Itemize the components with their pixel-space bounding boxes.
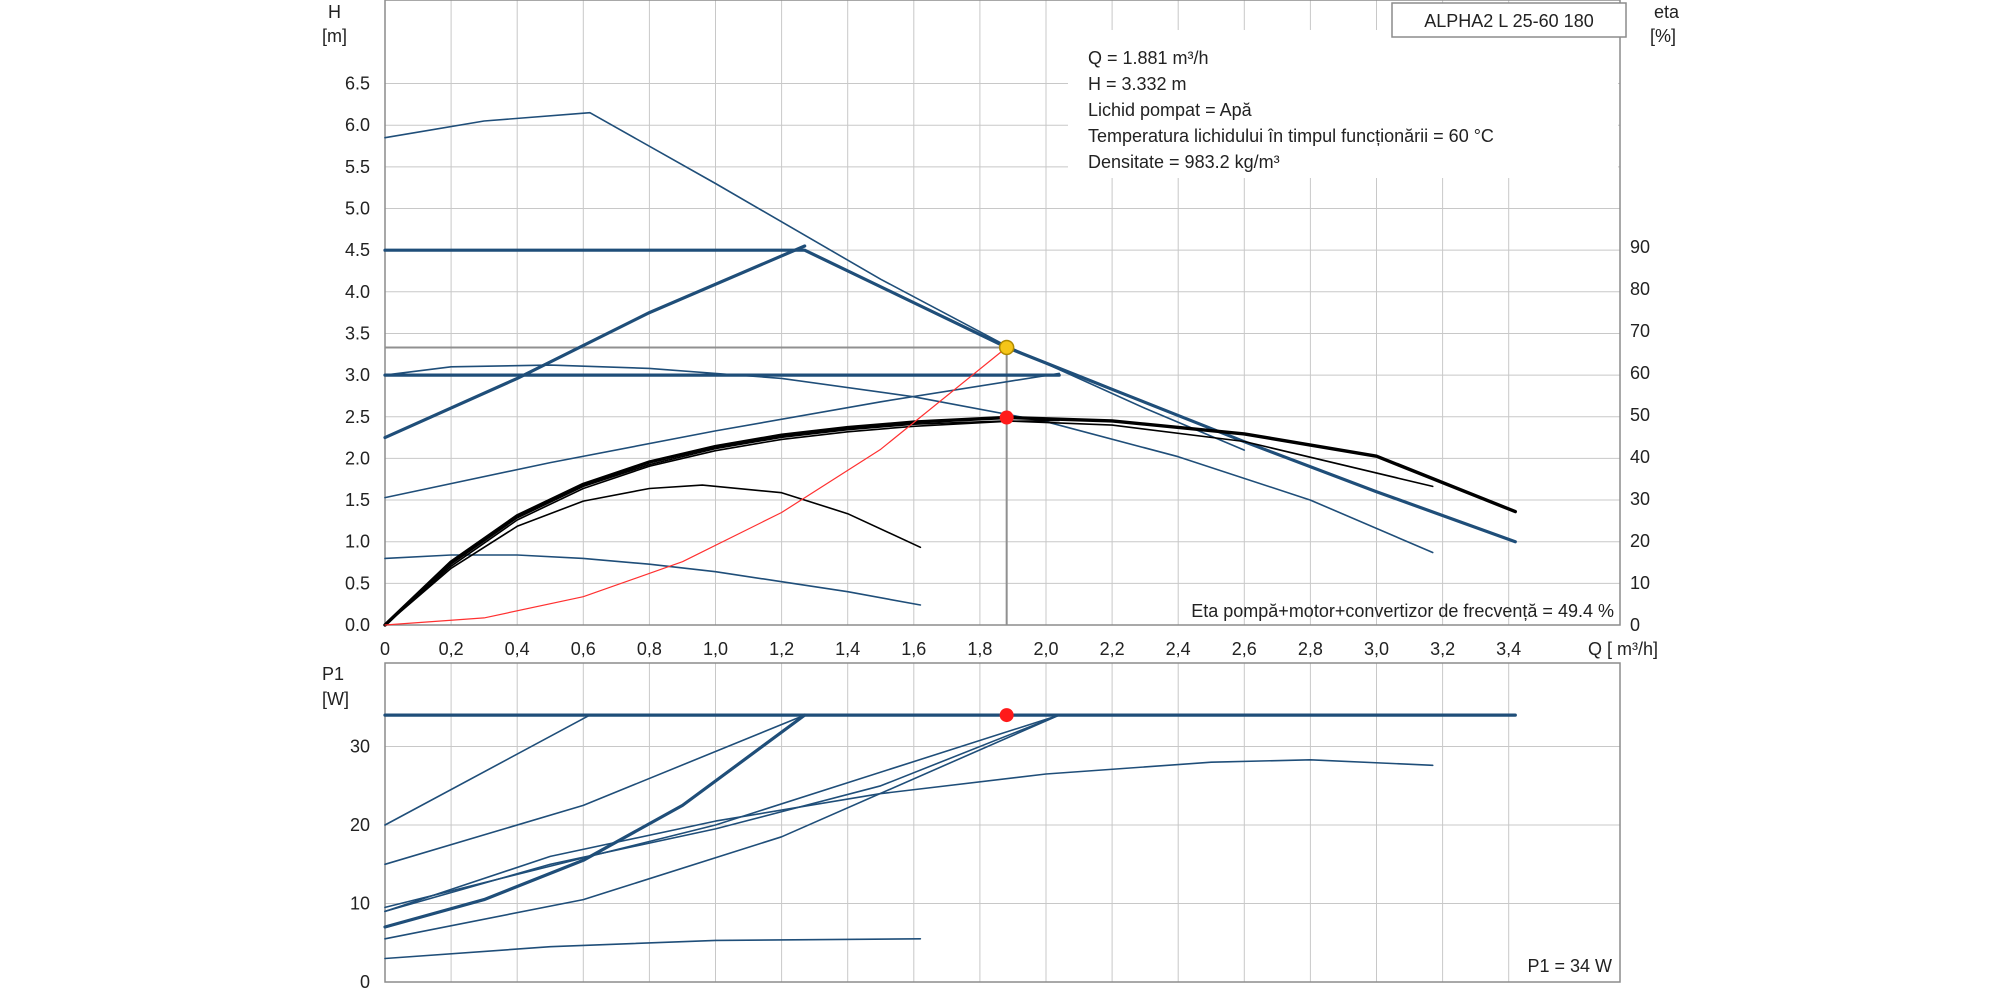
y2-tick-label: 10 <box>1630 573 1650 593</box>
system-curve <box>384 346 1008 626</box>
model-label: ALPHA2 L 25-60 180 <box>1424 11 1593 31</box>
y-tick-label: 2.5 <box>345 407 370 427</box>
x-tick-label: 0 <box>380 639 390 659</box>
x-tick-label: 1,4 <box>835 639 860 659</box>
operating-info-line: Temperatura lichidului în timpul funcțio… <box>1088 126 1494 146</box>
x-tick-label: 1,0 <box>703 639 728 659</box>
power-point-marker <box>999 708 1014 723</box>
info-text-box <box>1068 30 1618 178</box>
y2-tick-label: 20 <box>1630 531 1650 551</box>
x-tick-label: 2,2 <box>1100 639 1125 659</box>
power-axis-unit: [W] <box>322 689 349 709</box>
power-curves <box>383 713 1517 960</box>
head-panel-frame <box>384 0 1621 626</box>
flow-axis-title: Q [ m³/h] <box>1588 639 1658 659</box>
power-curve <box>384 714 806 826</box>
power-curve <box>384 714 1060 940</box>
power-y-tick-label: 30 <box>350 737 370 757</box>
efficiency-point-marker <box>999 410 1014 425</box>
head-curve <box>384 554 922 606</box>
y2-tick-label: 70 <box>1630 321 1650 341</box>
y-tick-label: 6.0 <box>345 115 370 135</box>
y-tick-label: 2.0 <box>345 448 370 468</box>
power-curve <box>384 759 1434 913</box>
power-axis-title: P1 <box>322 664 344 684</box>
x-tick-label: 3,4 <box>1496 639 1521 659</box>
operating-info-line: Densitate = 983.2 kg/m³ <box>1088 152 1280 172</box>
efficiency-curve <box>383 415 1517 627</box>
x-tick-label: 2,4 <box>1166 639 1191 659</box>
efficiency-label: Eta pompă+motor+convertizor de frecvență… <box>1191 601 1614 621</box>
power-curve <box>384 938 922 960</box>
x-tick-label: 3,0 <box>1364 639 1389 659</box>
y2-tick-label: 30 <box>1630 489 1650 509</box>
power-curve <box>384 714 806 866</box>
x-tick-label: 2,6 <box>1232 639 1257 659</box>
head-curve <box>383 244 807 440</box>
y-tick-label: 4.5 <box>345 240 370 260</box>
y-tick-label: 3.0 <box>345 365 370 385</box>
y-tick-label: 6.5 <box>345 74 370 94</box>
power-label: P1 = 34 W <box>1527 956 1612 976</box>
y2-tick-label: 60 <box>1630 363 1650 383</box>
eta-axis-unit: [%] <box>1650 26 1676 46</box>
y2-tick-label: 90 <box>1630 237 1650 257</box>
y-tick-label: 1.0 <box>345 532 370 552</box>
operating-info-line: H = 3.332 m <box>1088 74 1187 94</box>
power-panel-frame <box>384 662 1621 983</box>
power-y-tick-label: 10 <box>350 894 370 914</box>
x-tick-label: 2,0 <box>1033 639 1058 659</box>
efficiency-curve <box>384 420 1434 626</box>
x-tick-label: 3,2 <box>1430 639 1455 659</box>
power-curve <box>384 714 1060 913</box>
operating-info-line: Lichid pompat = Apă <box>1088 100 1253 120</box>
head-curve <box>384 111 1246 451</box>
model-label-box <box>1391 2 1627 38</box>
y2-tick-label: 50 <box>1630 405 1650 425</box>
y2-tick-label: 80 <box>1630 279 1650 299</box>
y-tick-label: 1.5 <box>345 490 370 510</box>
y-tick-label: 5.0 <box>345 199 370 219</box>
efficiency-curve <box>384 419 1060 626</box>
y2-tick-label: 40 <box>1630 447 1650 467</box>
y-tick-label: 0.5 <box>345 573 370 593</box>
y-tick-label: 3.5 <box>345 323 370 343</box>
y-tick-label: 0.0 <box>345 615 370 635</box>
head-curve <box>384 364 1434 554</box>
head-axis-unit: [m] <box>322 26 347 46</box>
head-curves <box>383 111 1517 627</box>
head-axis-title: H <box>328 2 341 22</box>
power-curve <box>383 713 807 929</box>
x-tick-label: 1,2 <box>769 639 794 659</box>
head-curve <box>384 372 1060 499</box>
x-tick-label: 0,2 <box>439 639 464 659</box>
x-tick-label: 0,6 <box>571 639 596 659</box>
eta-axis-title: eta <box>1654 2 1680 22</box>
operating-info-line: Q = 1.881 m³/h <box>1088 48 1209 68</box>
x-tick-label: 2,8 <box>1298 639 1323 659</box>
power-y-tick-label: 20 <box>350 815 370 835</box>
y-tick-label: 4.0 <box>345 282 370 302</box>
x-tick-label: 0,8 <box>637 639 662 659</box>
head-curve <box>383 248 1517 544</box>
power-y-tick-label: 0 <box>360 972 370 992</box>
efficiency-curve <box>384 484 922 626</box>
x-tick-label: 1,6 <box>901 639 926 659</box>
duty-point-marker <box>998 339 1015 356</box>
y-tick-label: 5.5 <box>345 157 370 177</box>
y2-tick-label: 0 <box>1630 615 1640 635</box>
x-tick-label: 0,4 <box>505 639 530 659</box>
x-tick-label: 1,8 <box>967 639 992 659</box>
